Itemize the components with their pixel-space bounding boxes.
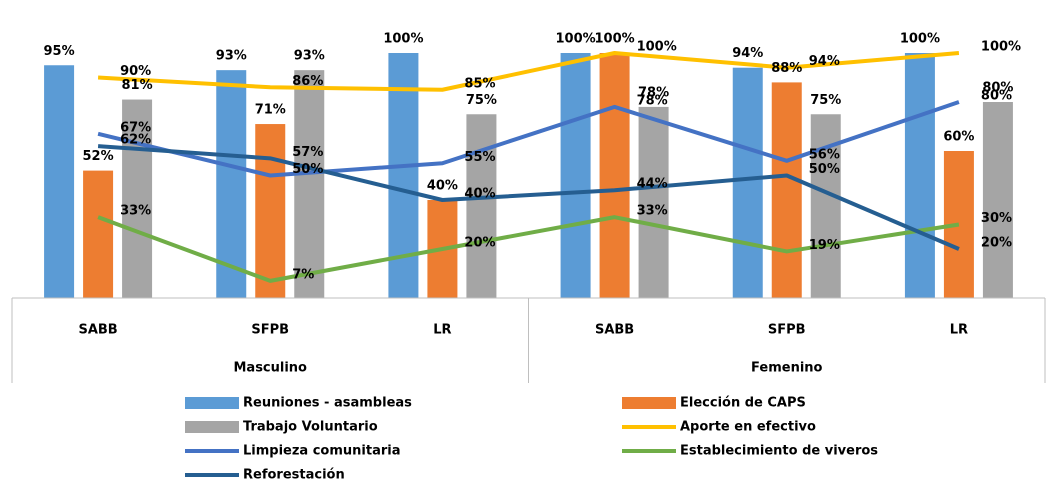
data-label: 62% <box>120 133 151 148</box>
data-label: 80% <box>982 81 1013 96</box>
data-label: 100% <box>383 32 423 47</box>
data-label: 50% <box>292 162 323 177</box>
bar <box>294 70 325 299</box>
group-label: Masculino <box>233 361 307 376</box>
x-tick-label: SABB <box>78 323 117 338</box>
bar <box>83 170 114 298</box>
data-label: 33% <box>120 204 151 219</box>
data-label: 71% <box>255 103 286 118</box>
line-series <box>97 144 960 251</box>
data-label: 100% <box>637 40 677 55</box>
x-tick-label: SFPB <box>251 323 289 338</box>
x-tick-label: LR <box>950 323 968 338</box>
legend-label: Reuniones - asambleas <box>243 396 412 411</box>
legend-swatch <box>185 397 239 409</box>
legend-label: Reforestación <box>243 468 345 483</box>
data-label: 75% <box>810 93 841 108</box>
data-label: 81% <box>122 78 153 93</box>
bar <box>255 124 286 298</box>
data-label: 94% <box>809 54 840 69</box>
data-label: 78% <box>638 85 669 100</box>
data-label: 20% <box>464 236 495 251</box>
data-label: 40% <box>464 187 495 202</box>
data-label: 56% <box>809 147 840 162</box>
data-label: 100% <box>594 32 634 47</box>
data-label: 50% <box>809 162 840 177</box>
data-label: 90% <box>120 64 151 79</box>
data-label: 78% <box>637 93 668 108</box>
data-label: 88% <box>771 61 802 76</box>
data-label: 94% <box>732 46 763 61</box>
data-label: 7% <box>292 267 314 282</box>
bar <box>122 99 153 298</box>
legend-label: Limpieza comunitaria <box>243 444 401 459</box>
legend-label: Establecimiento de viveros <box>680 444 878 459</box>
x-tick-label: SFPB <box>768 323 806 338</box>
bar <box>638 106 669 299</box>
legend-label: Trabajo Voluntario <box>243 420 378 435</box>
data-label: 85% <box>464 76 495 91</box>
group-label: Femenino <box>751 361 822 376</box>
data-label: 100% <box>555 32 595 47</box>
data-label: 55% <box>464 150 495 165</box>
bar <box>466 114 497 298</box>
data-label: 67% <box>120 120 151 135</box>
data-label: 33% <box>637 204 668 219</box>
line-series <box>97 51 960 92</box>
data-label: 100% <box>900 32 940 47</box>
data-label: 20% <box>981 236 1012 251</box>
data-label: 93% <box>294 49 325 64</box>
data-label: 86% <box>292 74 323 89</box>
legend-label: Elección de CAPS <box>680 396 806 411</box>
data-label: 19% <box>809 238 840 253</box>
legend-swatch <box>185 421 239 433</box>
line-series <box>97 100 960 178</box>
data-label: 57% <box>292 145 323 160</box>
line-series <box>97 215 960 283</box>
legend-label: Aporte en efectivo <box>680 420 816 435</box>
x-tick-label: LR <box>433 323 451 338</box>
data-label: 93% <box>216 49 247 64</box>
bar <box>982 102 1013 298</box>
data-label: 75% <box>466 93 497 108</box>
bar <box>771 82 802 299</box>
bar <box>732 67 763 298</box>
data-label: 30% <box>981 211 1012 226</box>
data-label: 60% <box>943 130 974 145</box>
bar <box>560 53 591 298</box>
data-label: 44% <box>637 177 668 192</box>
bar <box>904 53 935 298</box>
bar <box>216 70 247 299</box>
bar <box>44 65 75 298</box>
data-label: 52% <box>83 149 114 164</box>
bar <box>599 53 630 298</box>
x-tick-label: SABB <box>595 323 634 338</box>
legend-swatch <box>622 397 676 409</box>
data-label: 40% <box>427 179 458 194</box>
data-label: 95% <box>44 44 75 59</box>
data-label: 80% <box>981 89 1012 104</box>
data-label: 100% <box>981 40 1021 55</box>
